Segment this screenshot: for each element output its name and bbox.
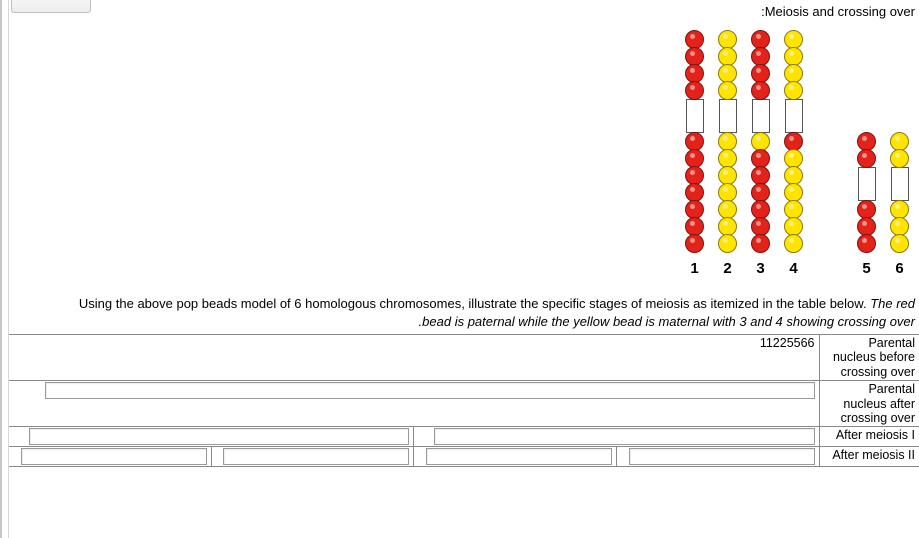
- red-bead: [751, 234, 770, 253]
- tab-stub: [11, 0, 91, 13]
- table-row: 11225566Parental nucleus before crossing…: [9, 335, 919, 381]
- answer-cell: [414, 447, 617, 467]
- yellow-bead: [890, 149, 909, 168]
- description-plain: Using the above pop beads model of 6 hom…: [79, 296, 870, 311]
- centromere: [752, 99, 770, 133]
- page-title: :Meiosis and crossing over: [9, 0, 919, 19]
- table-row: After meiosis II: [9, 447, 919, 467]
- yellow-bead: [784, 234, 803, 253]
- answer-cell: [9, 447, 211, 467]
- chromosome-diagram: 1 2 3 4 5 6: [9, 31, 919, 277]
- answer-input[interactable]: [45, 382, 814, 399]
- answer-table: 11225566Parental nucleus before crossing…: [9, 334, 919, 467]
- chromosome-number: 6: [895, 260, 903, 277]
- answer-input[interactable]: [223, 448, 409, 465]
- answer-input[interactable]: [434, 428, 814, 445]
- answer-cell: [414, 427, 819, 447]
- description-italic-2: .bead is paternal while the yellow bead …: [419, 314, 915, 329]
- answer-cell: [616, 447, 819, 467]
- centromere: [686, 99, 704, 133]
- answer-input[interactable]: [21, 448, 207, 465]
- yellow-bead: [718, 81, 737, 100]
- centromere: [858, 167, 876, 201]
- answer-cell: [9, 427, 414, 447]
- table-row: Parental nucleus after crossing over: [9, 381, 919, 427]
- description: Using the above pop beads model of 6 hom…: [9, 277, 919, 332]
- row-label: After meiosis II: [819, 447, 919, 467]
- yellow-bead: [718, 234, 737, 253]
- centromere: [719, 99, 737, 133]
- chromosome-number: 5: [862, 260, 870, 277]
- yellow-bead: [784, 81, 803, 100]
- row-label: After meiosis I: [819, 427, 919, 447]
- answer-input[interactable]: [29, 428, 409, 445]
- chromosome-2: 2: [718, 31, 737, 277]
- chromosome-5: 5: [857, 133, 876, 277]
- red-bead: [685, 81, 704, 100]
- chromosome-number: 1: [690, 260, 698, 277]
- red-bead: [857, 149, 876, 168]
- red-bead: [857, 234, 876, 253]
- chromosome-1: 1: [685, 31, 704, 277]
- answer-input[interactable]: [629, 448, 815, 465]
- chromosome-4: 4: [784, 31, 803, 277]
- row-label: Parental nucleus before crossing over: [819, 335, 919, 381]
- yellow-bead: [890, 234, 909, 253]
- chromosome-number: 4: [789, 260, 797, 277]
- row-label: Parental nucleus after crossing over: [819, 381, 919, 427]
- table-row: After meiosis I: [9, 427, 919, 447]
- red-bead: [685, 234, 704, 253]
- description-italic-1: The red: [870, 296, 915, 311]
- chromosome-number: 3: [756, 260, 764, 277]
- centromere: [891, 167, 909, 201]
- prefilled-cell: 11225566: [9, 335, 819, 381]
- chromosome-number: 2: [723, 260, 731, 277]
- answer-cell: [211, 447, 414, 467]
- answer-input[interactable]: [426, 448, 612, 465]
- red-bead: [751, 81, 770, 100]
- chromosome-3: 3: [751, 31, 770, 277]
- centromere: [785, 99, 803, 133]
- answer-cell: [9, 381, 819, 427]
- chromosome-6: 6: [890, 133, 909, 277]
